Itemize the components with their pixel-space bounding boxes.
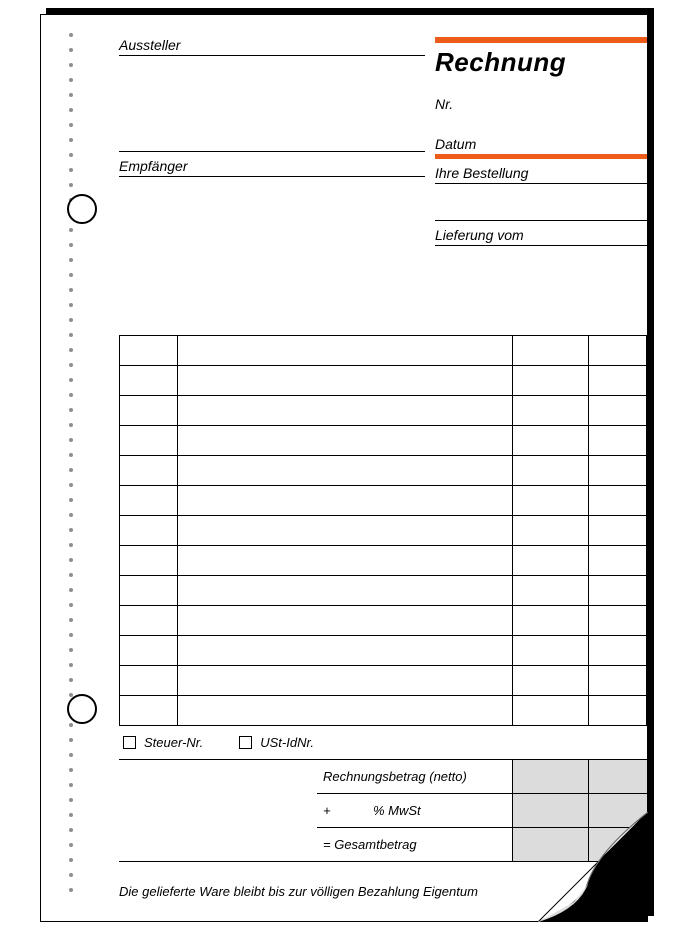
table-row	[120, 336, 647, 366]
tax-id-row: Steuer-Nr. USt-IdNr.	[119, 726, 647, 760]
punch-hole-bottom	[67, 694, 97, 724]
datum-label: Datum	[435, 136, 647, 154]
gesamt-label: = Gesamtbetrag	[317, 828, 513, 861]
table-row	[120, 486, 647, 516]
invoice-form-page: Aussteller Empfänger Rechnung Nr. Datum …	[40, 14, 648, 922]
ust-idnr-label: USt-IdNr.	[260, 735, 314, 750]
ust-idnr-checkbox[interactable]	[239, 736, 252, 749]
steuer-nr-label: Steuer-Nr.	[144, 735, 203, 750]
netto-value-major	[513, 760, 589, 793]
line-items-table: Steuer-Nr. USt-IdNr. Rechnungsbetrag (ne…	[119, 335, 647, 862]
table-row	[120, 366, 647, 396]
table-row	[120, 516, 647, 546]
table-row	[120, 456, 647, 486]
table-row	[120, 396, 647, 426]
table-row	[120, 606, 647, 636]
mwst-label: + % MwSt	[317, 794, 513, 827]
aussteller-label: Aussteller	[119, 37, 425, 55]
table-row	[120, 636, 647, 666]
table-row	[120, 546, 647, 576]
table-row	[120, 426, 647, 456]
empfaenger-label: Empfänger	[119, 152, 425, 176]
nr-label: Nr.	[435, 96, 647, 114]
punch-hole-top	[67, 194, 97, 224]
form-title: Rechnung	[435, 43, 647, 82]
netto-label: Rechnungsbetrag (netto)	[317, 760, 513, 793]
table-row	[120, 696, 647, 726]
page-curl-icon	[538, 812, 648, 922]
perforation-strip	[69, 15, 73, 921]
bestellung-label: Ihre Bestellung	[435, 159, 647, 183]
table-row	[120, 666, 647, 696]
lieferung-label: Lieferung vom	[435, 221, 647, 245]
table-row	[120, 576, 647, 606]
netto-value-minor	[589, 760, 647, 793]
steuer-nr-checkbox[interactable]	[123, 736, 136, 749]
